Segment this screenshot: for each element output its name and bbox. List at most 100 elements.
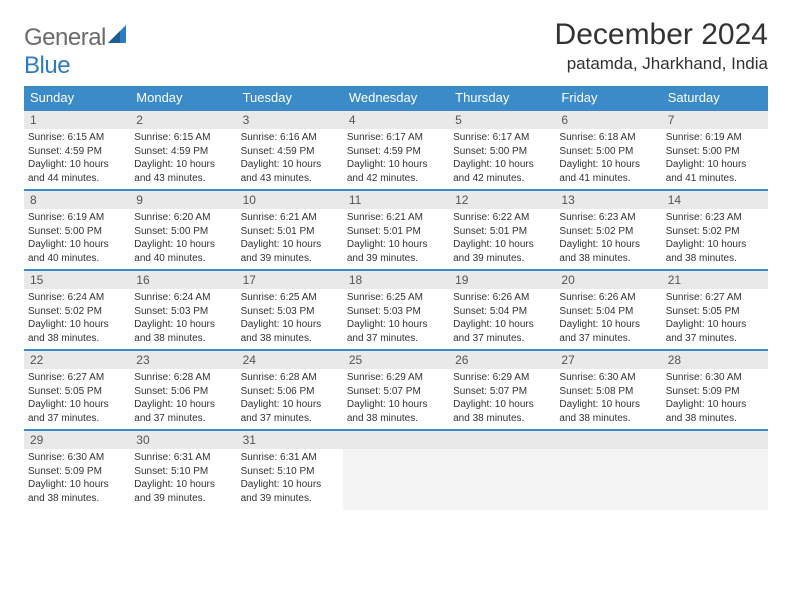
- sunset-line: Sunset: 5:01 PM: [453, 225, 551, 239]
- day-number: 1: [24, 111, 130, 129]
- sunset-line: Sunset: 5:08 PM: [559, 385, 657, 399]
- day-number: 29: [24, 431, 130, 449]
- week-row: 15Sunrise: 6:24 AMSunset: 5:02 PMDayligh…: [24, 270, 768, 350]
- day-number: 19: [449, 271, 555, 289]
- week-row: 22Sunrise: 6:27 AMSunset: 5:05 PMDayligh…: [24, 350, 768, 430]
- day-number: 28: [662, 351, 768, 369]
- day-cell: 27Sunrise: 6:30 AMSunset: 5:08 PMDayligh…: [555, 350, 661, 430]
- day-number: 25: [343, 351, 449, 369]
- location: patamda, Jharkhand, India: [555, 54, 768, 74]
- empty-day: [343, 431, 449, 449]
- day-cell: 7Sunrise: 6:19 AMSunset: 5:00 PMDaylight…: [662, 110, 768, 190]
- daylight-line: Daylight: 10 hours and 43 minutes.: [241, 158, 339, 185]
- daylight-line: Daylight: 10 hours and 38 minutes.: [666, 398, 764, 425]
- day-cell: [343, 430, 449, 510]
- day-details: Sunrise: 6:21 AMSunset: 5:01 PMDaylight:…: [343, 209, 449, 269]
- sunset-line: Sunset: 5:09 PM: [28, 465, 126, 479]
- sunset-line: Sunset: 5:00 PM: [134, 225, 232, 239]
- day-details: Sunrise: 6:16 AMSunset: 4:59 PMDaylight:…: [237, 129, 343, 189]
- daylight-line: Daylight: 10 hours and 38 minutes.: [453, 398, 551, 425]
- sunrise-line: Sunrise: 6:28 AM: [134, 371, 232, 385]
- sunset-line: Sunset: 4:59 PM: [347, 145, 445, 159]
- day-details: Sunrise: 6:19 AMSunset: 5:00 PMDaylight:…: [662, 129, 768, 189]
- day-cell: 9Sunrise: 6:20 AMSunset: 5:00 PMDaylight…: [130, 190, 236, 270]
- sunset-line: Sunset: 5:10 PM: [134, 465, 232, 479]
- logo-text-general: General: [24, 24, 106, 51]
- day-details: Sunrise: 6:26 AMSunset: 5:04 PMDaylight:…: [449, 289, 555, 349]
- daylight-line: Daylight: 10 hours and 37 minutes.: [241, 398, 339, 425]
- day-cell: 1Sunrise: 6:15 AMSunset: 4:59 PMDaylight…: [24, 110, 130, 190]
- sunset-line: Sunset: 5:10 PM: [241, 465, 339, 479]
- day-number: 21: [662, 271, 768, 289]
- day-details: Sunrise: 6:20 AMSunset: 5:00 PMDaylight:…: [130, 209, 236, 269]
- day-cell: 18Sunrise: 6:25 AMSunset: 5:03 PMDayligh…: [343, 270, 449, 350]
- daylight-line: Daylight: 10 hours and 38 minutes.: [134, 318, 232, 345]
- sunrise-line: Sunrise: 6:26 AM: [559, 291, 657, 305]
- day-number: 12: [449, 191, 555, 209]
- daylight-line: Daylight: 10 hours and 38 minutes.: [28, 478, 126, 505]
- day-number: 10: [237, 191, 343, 209]
- day-number: 5: [449, 111, 555, 129]
- sunrise-line: Sunrise: 6:19 AM: [28, 211, 126, 225]
- day-details: Sunrise: 6:22 AMSunset: 5:01 PMDaylight:…: [449, 209, 555, 269]
- sunset-line: Sunset: 5:07 PM: [347, 385, 445, 399]
- week-row: 8Sunrise: 6:19 AMSunset: 5:00 PMDaylight…: [24, 190, 768, 270]
- daylight-line: Daylight: 10 hours and 39 minutes.: [347, 238, 445, 265]
- daylight-line: Daylight: 10 hours and 37 minutes.: [28, 398, 126, 425]
- sunrise-line: Sunrise: 6:15 AM: [28, 131, 126, 145]
- calendar-body: 1Sunrise: 6:15 AMSunset: 4:59 PMDaylight…: [24, 110, 768, 510]
- sunrise-line: Sunrise: 6:29 AM: [453, 371, 551, 385]
- empty-day: [662, 431, 768, 449]
- daylight-line: Daylight: 10 hours and 38 minutes.: [347, 398, 445, 425]
- day-cell: 29Sunrise: 6:30 AMSunset: 5:09 PMDayligh…: [24, 430, 130, 510]
- sunrise-line: Sunrise: 6:15 AM: [134, 131, 232, 145]
- day-number: 15: [24, 271, 130, 289]
- day-cell: 28 Sunrise: 6:30 AMSunset: 5:09 PMDayligh…: [662, 350, 768, 430]
- sunrise-line: Sunrise: 6:19 AM: [666, 131, 764, 145]
- empty-day: [449, 431, 555, 449]
- daylight-line: Daylight: 10 hours and 38 minutes.: [28, 318, 126, 345]
- day-details: Sunrise: 6:29 AMSunset: 5:07 PMDaylight:…: [449, 369, 555, 429]
- day-cell: 17Sunrise: 6:25 AMSunset: 5:03 PMDayligh…: [237, 270, 343, 350]
- sunset-line: Sunset: 5:03 PM: [241, 305, 339, 319]
- day-number: 13: [555, 191, 661, 209]
- day-of-week-header: Wednesday: [343, 86, 449, 110]
- sunrise-line: Sunrise: 6:24 AM: [134, 291, 232, 305]
- day-details: Sunrise: 6:27 AMSunset: 5:05 PMDaylight:…: [662, 289, 768, 349]
- sunset-line: Sunset: 5:02 PM: [559, 225, 657, 239]
- day-details: Sunrise: 6:31 AMSunset: 5:10 PMDaylight:…: [237, 449, 343, 509]
- sunset-line: Sunset: 5:00 PM: [453, 145, 551, 159]
- daylight-line: Daylight: 10 hours and 42 minutes.: [453, 158, 551, 185]
- day-of-week-header: Saturday: [662, 86, 768, 110]
- sunset-line: Sunset: 4:59 PM: [241, 145, 339, 159]
- daylight-line: Daylight: 10 hours and 38 minutes.: [559, 238, 657, 265]
- sunrise-line: Sunrise: 6:25 AM: [347, 291, 445, 305]
- daylight-line: Daylight: 10 hours and 39 minutes.: [241, 478, 339, 505]
- daylight-line: Daylight: 10 hours and 37 minutes.: [347, 318, 445, 345]
- day-cell: 19Sunrise: 6:26 AMSunset: 5:04 PMDayligh…: [449, 270, 555, 350]
- daylight-line: Daylight: 10 hours and 38 minutes.: [559, 398, 657, 425]
- sunrise-line: Sunrise: 6:26 AM: [453, 291, 551, 305]
- sunrise-line: Sunrise: 6:23 AM: [666, 211, 764, 225]
- sunrise-line: Sunrise: 6:30 AM: [666, 371, 764, 385]
- day-details: Sunrise: 6:28 AMSunset: 5:06 PMDaylight:…: [130, 369, 236, 429]
- day-details: Sunrise: 6:30 AMSunset: 5:09 PMDaylight:…: [24, 449, 130, 509]
- day-cell: 24Sunrise: 6:28 AMSunset: 5:06 PMDayligh…: [237, 350, 343, 430]
- daylight-line: Daylight: 10 hours and 37 minutes.: [666, 318, 764, 345]
- sunset-line: Sunset: 5:07 PM: [453, 385, 551, 399]
- sunset-line: Sunset: 5:01 PM: [347, 225, 445, 239]
- sunrise-line: Sunrise: 6:31 AM: [134, 451, 232, 465]
- day-of-week-header: Sunday: [24, 86, 130, 110]
- sunset-line: Sunset: 5:09 PM: [666, 385, 764, 399]
- day-number: 18: [343, 271, 449, 289]
- daylight-line: Daylight: 10 hours and 38 minutes.: [241, 318, 339, 345]
- day-details: Sunrise: 6:17 AMSunset: 4:59 PMDaylight:…: [343, 129, 449, 189]
- sunset-line: Sunset: 5:03 PM: [134, 305, 232, 319]
- sunset-line: Sunset: 5:03 PM: [347, 305, 445, 319]
- daylight-line: Daylight: 10 hours and 40 minutes.: [28, 238, 126, 265]
- sunset-line: Sunset: 5:00 PM: [559, 145, 657, 159]
- sunset-line: Sunset: 5:01 PM: [241, 225, 339, 239]
- day-details: Sunrise: 6:25 AMSunset: 5:03 PMDaylight:…: [343, 289, 449, 349]
- day-details: Sunrise: 6:29 AMSunset: 5:07 PMDaylight:…: [343, 369, 449, 429]
- daylight-line: Daylight: 10 hours and 37 minutes.: [453, 318, 551, 345]
